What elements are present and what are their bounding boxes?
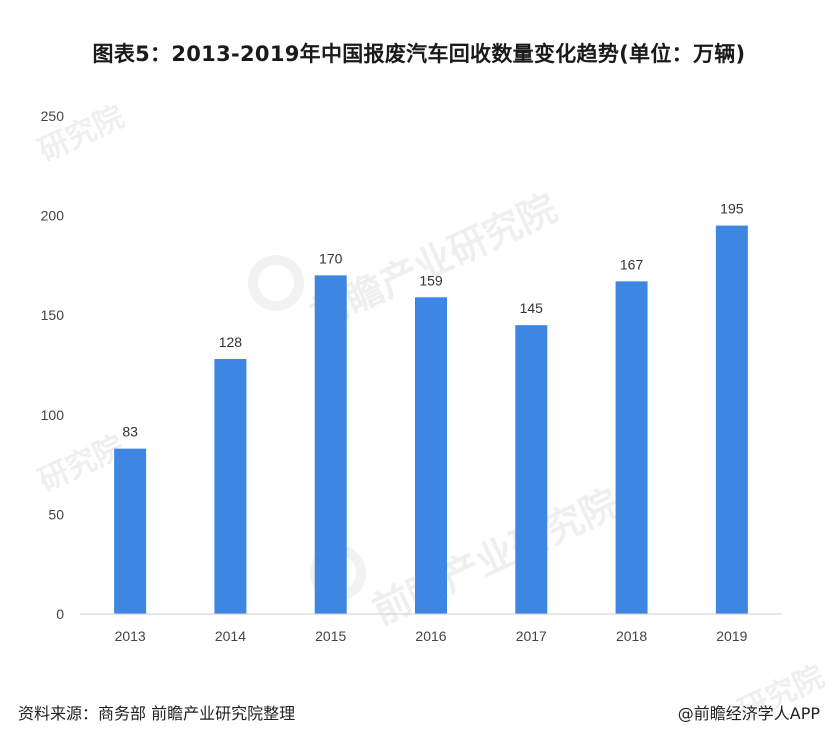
y-tick-label: 50: [48, 506, 64, 522]
bar: [515, 325, 548, 614]
bar-value-label: 167: [620, 256, 644, 272]
chart-title: 图表5：2013-2019年中国报废汽车回收数量变化趋势(单位：万辆): [92, 42, 746, 66]
x-tick-label: 2018: [616, 628, 647, 644]
credit-note: @前瞻经济学人APP: [677, 704, 820, 723]
bar: [214, 359, 247, 614]
y-tick-label: 0: [56, 606, 64, 622]
bar-chart: 0 50 100 150 200 250 83 128 170 159 145 167 195 201…: [41, 108, 782, 644]
y-tick-label: 150: [41, 307, 65, 323]
bar: [615, 281, 648, 614]
bar: [715, 225, 748, 614]
x-tick-label: 2014: [215, 628, 246, 644]
bar-value-label: 83: [122, 424, 138, 440]
x-tick-label: 2016: [415, 628, 446, 644]
y-tick-label: 250: [41, 108, 65, 124]
bars: 83 128 170 159 145 167 195: [114, 201, 748, 614]
bar: [314, 275, 347, 614]
bar-value-label: 195: [720, 201, 744, 217]
bar-value-label: 128: [219, 334, 243, 350]
bar-value-label: 170: [319, 250, 343, 266]
x-tick-label: 2017: [516, 628, 547, 644]
x-tick-label: 2015: [315, 628, 346, 644]
bar: [415, 297, 447, 614]
y-tick-label: 100: [41, 407, 65, 423]
bar-value-label: 145: [520, 300, 544, 316]
x-tick-label: 2013: [115, 628, 146, 644]
y-tick-label: 200: [41, 208, 65, 224]
source-note: 资料来源：商务部 前瞻产业研究院整理: [18, 704, 296, 723]
x-axis: 2013 2014 2015 2016 2017 2018 2019: [80, 613, 782, 644]
y-axis: 0 50 100 150 200 250: [41, 108, 65, 622]
bar: [114, 448, 147, 614]
bar-value-label: 159: [419, 272, 443, 288]
x-tick-label: 2019: [716, 628, 747, 644]
